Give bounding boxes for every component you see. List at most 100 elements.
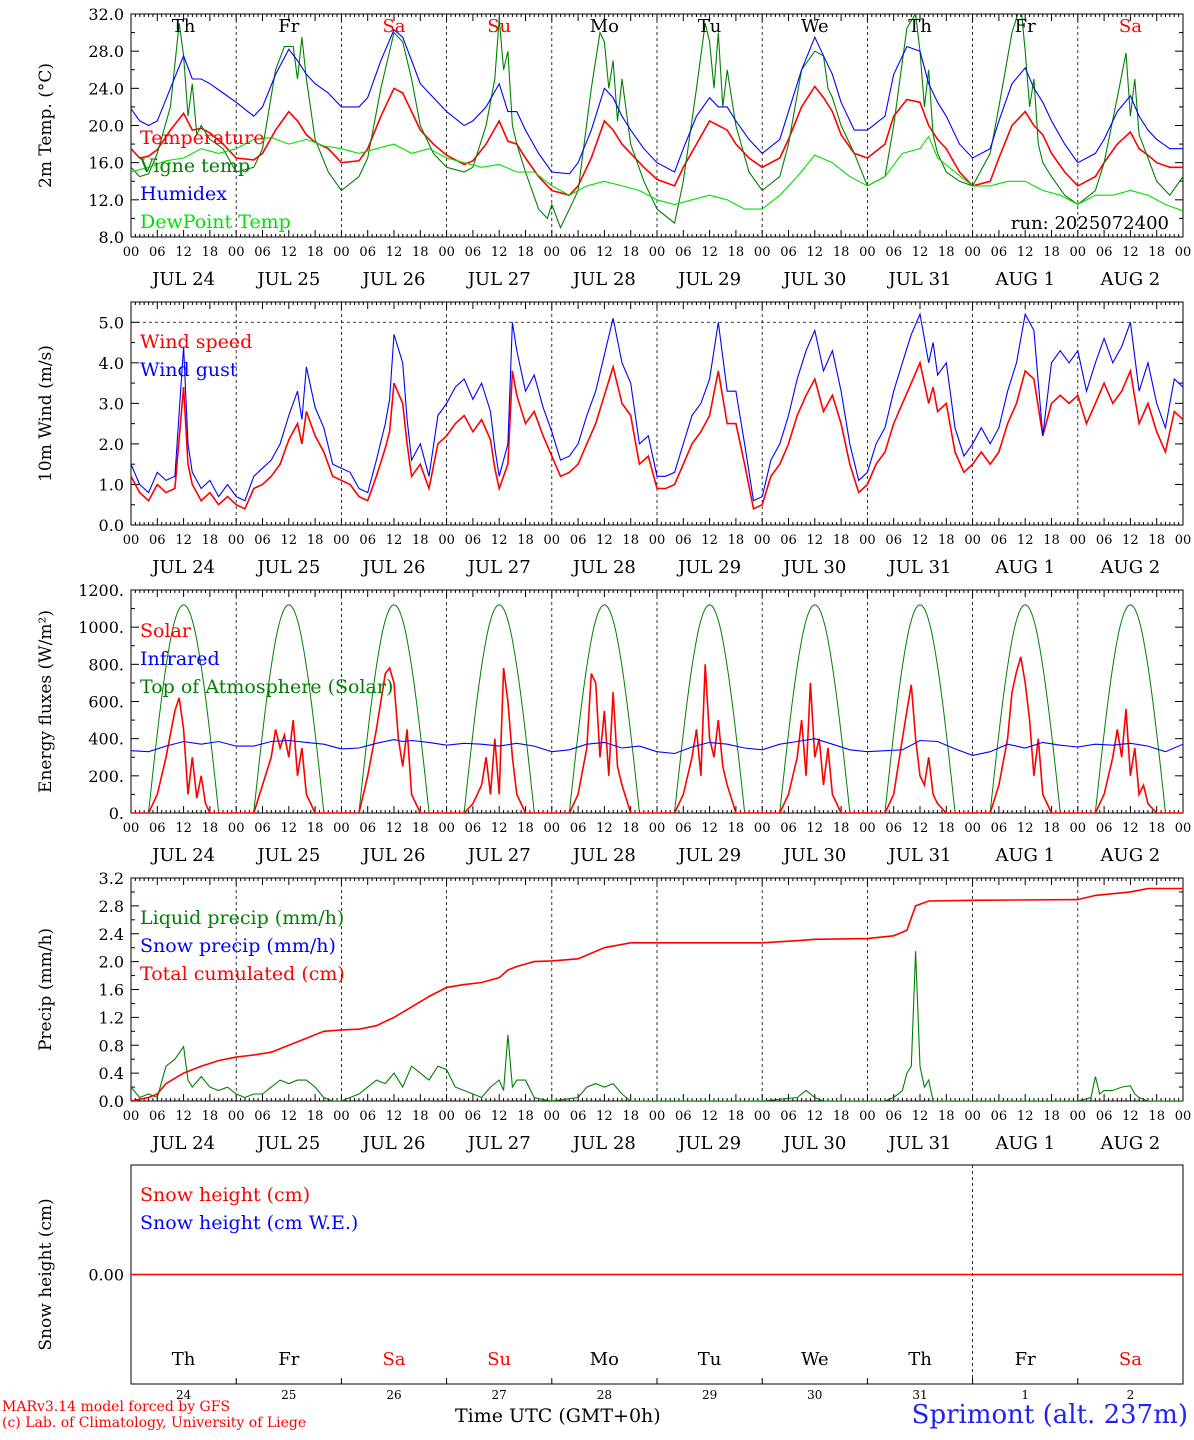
hour-label: 00 <box>754 533 771 548</box>
hour-label: 06 <box>465 1109 482 1124</box>
model-line: MARv3.14 model forced by GFS <box>2 1399 231 1415</box>
hour-label: 06 <box>885 1109 902 1124</box>
hour-label: 12 <box>386 1109 403 1124</box>
plot-frame <box>130 589 1184 814</box>
hour-label: 00 <box>123 821 140 836</box>
y-tick-label: 0.00 <box>88 1266 124 1285</box>
date-label: JUL 29 <box>676 845 741 866</box>
date-label: JUL 26 <box>361 845 426 866</box>
y-tick-label: 1.2 <box>99 1008 124 1027</box>
legend-entry: Snow precip (mm/h) <box>140 935 336 957</box>
hour-label: 00 <box>754 1109 771 1124</box>
hour-label: 18 <box>412 245 429 260</box>
y-tick-label: 2.0 <box>99 435 124 454</box>
hour-label: 18 <box>833 821 850 836</box>
y-tick-label: 1.0 <box>99 475 124 494</box>
hour-label: 00 <box>544 245 561 260</box>
date-label: JUL 24 <box>150 557 215 578</box>
hour-label: 12 <box>807 533 824 548</box>
hour-label: 18 <box>728 533 745 548</box>
hour-label: 00 <box>964 1109 981 1124</box>
day-number: 26 <box>386 1388 401 1402</box>
hour-label: 18 <box>938 533 955 548</box>
legend-entry: Liquid precip (mm/h) <box>140 907 344 929</box>
hour-label: 00 <box>544 821 561 836</box>
hour-label: 18 <box>517 245 534 260</box>
y-tick-label: 4.0 <box>99 354 124 373</box>
hour-label: 00 <box>1070 533 1087 548</box>
legend-entry: Solar <box>140 620 192 642</box>
date-label: AUG 2 <box>1100 269 1161 290</box>
hour-label: 18 <box>202 533 219 548</box>
hour-label: 18 <box>1043 245 1060 260</box>
hour-label: 06 <box>570 533 587 548</box>
hour-label: 06 <box>149 1109 166 1124</box>
y-tick-label: 2.4 <box>99 925 124 944</box>
hour-label: 00 <box>964 821 981 836</box>
hour-label: 12 <box>491 245 508 260</box>
hour-label: 00 <box>649 1109 666 1124</box>
hour-label: 06 <box>991 821 1008 836</box>
date-label: JUL 25 <box>255 269 320 290</box>
hour-label: 06 <box>675 821 692 836</box>
hour-label: 18 <box>1148 245 1165 260</box>
panel-wind: 0.0 1.0 2.0 3.0 4.0 5.0 10m Wind (m/s) Wind spe… <box>36 301 1192 578</box>
hour-label: 06 <box>359 533 376 548</box>
hour-label: 00 <box>228 245 245 260</box>
y-tick-label: 0. <box>109 804 124 823</box>
hour-label: 18 <box>622 1109 639 1124</box>
series-group <box>131 312 1183 510</box>
day-number: 30 <box>807 1388 822 1402</box>
hour-label: 00 <box>123 533 140 548</box>
hour-label: 06 <box>1096 821 1113 836</box>
hour-label: 00 <box>1175 245 1192 260</box>
hour-label: 12 <box>175 245 192 260</box>
hour-label: 18 <box>728 245 745 260</box>
hour-label: 12 <box>1017 821 1034 836</box>
hour-label: 06 <box>254 821 271 836</box>
y-tick-label: 28.0 <box>88 42 124 61</box>
panel-energy: 0. 200. 400. 600. 800. 1000. 1200. Energy fluxe… <box>36 581 1191 866</box>
date-label: JUL 30 <box>781 1133 846 1154</box>
date-label: JUL 28 <box>571 269 636 290</box>
copyright-line: (c) Lab. of Climatology, University of L… <box>2 1415 307 1431</box>
date-label: JUL 26 <box>361 1133 426 1154</box>
hour-label: 06 <box>465 821 482 836</box>
hour-label: 06 <box>780 1109 797 1124</box>
hour-label: 00 <box>438 245 455 260</box>
hour-label: 18 <box>517 533 534 548</box>
plot-frame <box>130 301 1184 526</box>
legend-entry: Total cumulated (cm) <box>140 963 345 985</box>
date-label: JUL 31 <box>887 557 952 578</box>
hour-label: 18 <box>307 821 324 836</box>
hour-label: 12 <box>175 533 192 548</box>
hour-label: 18 <box>517 821 534 836</box>
day-name: Sa <box>1119 16 1142 37</box>
date-label: AUG 1 <box>994 1133 1055 1154</box>
hour-label: 00 <box>544 1109 561 1124</box>
date-label: JUL 24 <box>150 269 215 290</box>
day-number: 29 <box>702 1388 717 1402</box>
hour-label: 00 <box>859 245 876 260</box>
date-label: JUL 31 <box>887 845 952 866</box>
day-number: 31 <box>912 1388 927 1402</box>
day-name: Th <box>172 1349 196 1370</box>
y-tick-label: 400. <box>88 730 124 749</box>
hour-label: 00 <box>964 245 981 260</box>
date-label: JUL 28 <box>571 1133 636 1154</box>
y-tick-label: 16.0 <box>88 154 124 173</box>
hour-label: 06 <box>254 245 271 260</box>
y-tick-label: 2.0 <box>99 953 124 972</box>
hour-label: 18 <box>1043 1109 1060 1124</box>
hour-label: 06 <box>570 821 587 836</box>
hour-label: 00 <box>859 533 876 548</box>
hour-label: 00 <box>1175 533 1192 548</box>
hour-label: 12 <box>912 1109 929 1124</box>
hour-label: 12 <box>281 533 298 548</box>
day-number: 1 <box>1021 1388 1029 1402</box>
hour-label: 06 <box>675 533 692 548</box>
hour-label: 06 <box>885 533 902 548</box>
hour-label: 18 <box>728 1109 745 1124</box>
hour-label: 12 <box>491 533 508 548</box>
y-axis-label: 10m Wind (m/s) <box>36 345 56 482</box>
